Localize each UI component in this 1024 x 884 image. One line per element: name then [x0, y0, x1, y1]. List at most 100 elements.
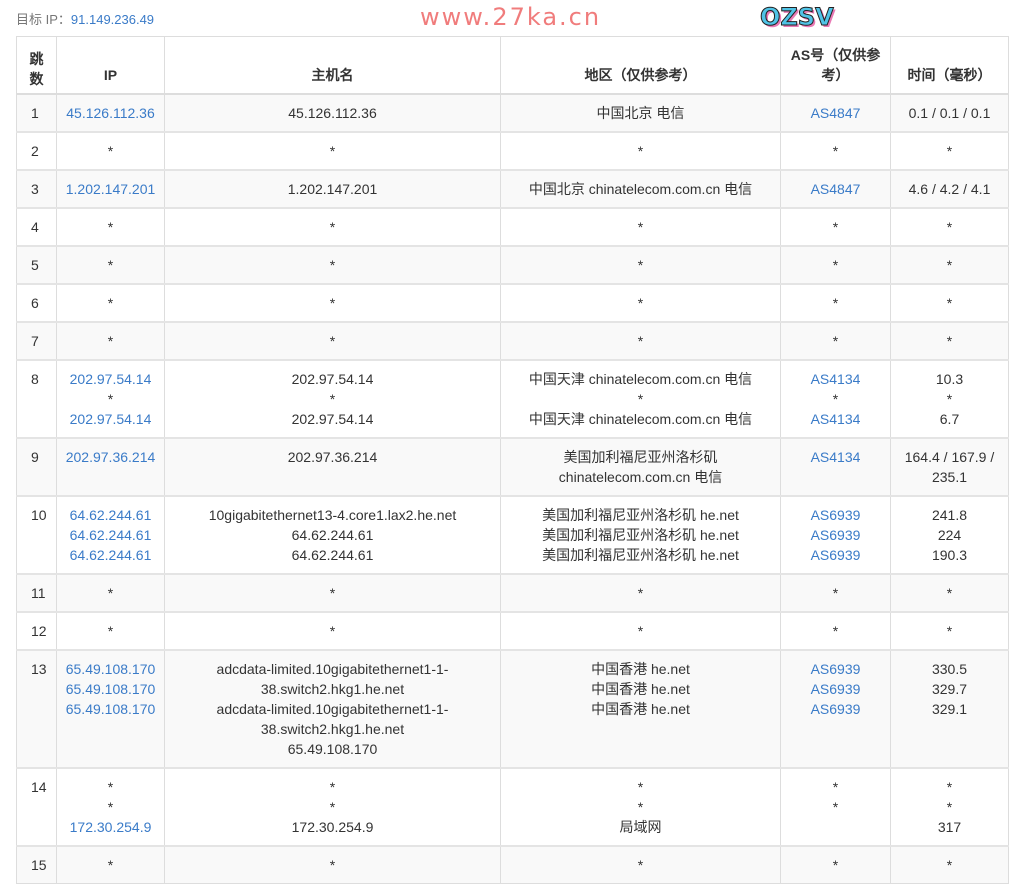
host-value: adcdata-limited.10gigabitethernet1-1-38.…	[216, 701, 449, 737]
as-link[interactable]: AS6939	[810, 681, 861, 697]
region-value: 中国北京 chinatelecom.com.cn 电信	[528, 181, 753, 197]
region-cell: *	[500, 573, 781, 613]
region-value: 美国加利福尼亚州洛杉矶 he.net	[542, 507, 739, 523]
hop-number: 9	[16, 437, 57, 497]
ip-link[interactable]: 65.49.108.170	[65, 661, 156, 677]
as-cell: AS6939 AS6939 AS6939	[780, 495, 891, 575]
as-value: *	[832, 623, 839, 639]
hop-number: 1	[16, 93, 57, 133]
region-value: 中国天津 chinatelecom.com.cn 电信	[528, 411, 753, 427]
ip-link[interactable]: 1.202.147.201	[65, 181, 156, 197]
as-link[interactable]: AS4847	[810, 181, 861, 197]
ip-link[interactable]: 64.62.244.61	[69, 527, 152, 543]
ip-link[interactable]: 202.97.36.214	[65, 449, 156, 465]
time-value: *	[946, 585, 953, 601]
as-link[interactable]: AS6939	[810, 527, 861, 543]
as-cell: AS4134	[780, 437, 891, 497]
ip-cell: *	[56, 131, 165, 171]
ip-link[interactable]: 65.49.108.170	[65, 701, 156, 717]
time-value: 330.5	[931, 661, 968, 677]
as-cell: *	[780, 573, 891, 613]
time-value: 190.3	[931, 547, 968, 563]
time-value: 329.1	[931, 701, 968, 717]
region-cell: 中国香港 he.net 中国香港 he.net 中国香港 he.net	[500, 649, 781, 769]
ip-link[interactable]: 45.126.112.36	[66, 105, 155, 121]
region-value: *	[637, 219, 644, 235]
as-link[interactable]: AS4134	[810, 371, 861, 387]
host-cell: *	[164, 611, 501, 651]
host-value: *	[329, 857, 336, 873]
ip-link[interactable]: 202.97.54.14	[69, 371, 152, 387]
time-value: *	[946, 333, 953, 349]
time-cell: *	[890, 131, 1009, 171]
hop-number: 2	[16, 131, 57, 171]
host-value: *	[329, 799, 336, 815]
host-value: 1.202.147.201	[287, 181, 378, 197]
table-row: 7 * * * * *	[16, 321, 1009, 361]
as-value: *	[832, 799, 839, 815]
hop-number: 7	[16, 321, 57, 361]
region-value: 美国加利福尼亚州洛杉矶 chinatelecom.com.cn 电信	[558, 449, 723, 485]
as-cell: AS6939 AS6939 AS6939	[780, 649, 891, 769]
time-cell: 241.8 224 190.3	[890, 495, 1009, 575]
ip-link[interactable]: 64.62.244.61	[69, 547, 152, 563]
host-cell: *	[164, 131, 501, 171]
as-value	[787, 817, 884, 837]
time-value: 241.8	[931, 507, 968, 523]
as-cell: *	[780, 611, 891, 651]
ip-link[interactable]: 202.97.54.14	[69, 411, 152, 427]
time-cell: 4.6 / 4.2 / 4.1	[890, 169, 1009, 209]
ip-link[interactable]: 65.49.108.170	[65, 681, 156, 697]
ip-value: *	[107, 799, 114, 815]
time-value: 10.3	[935, 371, 964, 387]
time-cell: *	[890, 245, 1009, 285]
table-row: 15 * * * * *	[16, 845, 1009, 884]
ip-cell: 202.97.36.214	[56, 437, 165, 497]
ip-cell: 45.126.112.36	[56, 93, 165, 133]
as-link[interactable]: AS6939	[810, 507, 861, 523]
ip-value: *	[107, 219, 114, 235]
target-ip-link[interactable]: 91.149.236.49	[70, 12, 155, 27]
time-cell: *	[890, 845, 1009, 884]
ip-cell: *	[56, 573, 165, 613]
host-value: *	[329, 391, 336, 407]
host-value: 45.126.112.36	[288, 105, 377, 121]
host-value: 202.97.36.214	[287, 449, 378, 465]
table-header: 跳数 IP 主机名 地区（仅供参考） AS号（仅供参考） 时间（毫秒）	[16, 36, 1009, 95]
host-cell: * * 172.30.254.9	[164, 767, 501, 847]
ip-link[interactable]: 172.30.254.9	[69, 819, 152, 835]
table-row: 10 64.62.244.61 64.62.244.61 64.62.244.61 10…	[16, 495, 1009, 575]
region-cell: *	[500, 845, 781, 884]
ip-link[interactable]: 64.62.244.61	[69, 507, 152, 523]
ip-cell: 65.49.108.170 65.49.108.170 65.49.108.170	[56, 649, 165, 769]
ip-value: *	[107, 585, 114, 601]
as-link[interactable]: AS4134	[810, 411, 861, 427]
as-link[interactable]: AS6939	[810, 661, 861, 677]
watermark-text: www.27ka.cn	[420, 3, 602, 31]
host-value: 65.49.108.170	[287, 741, 378, 757]
host-value: *	[329, 779, 336, 795]
time-value: *	[946, 623, 953, 639]
host-value: *	[329, 585, 336, 601]
table-row: 9 202.97.36.214 202.97.36.214 美国加利福尼亚州洛杉矶 c…	[16, 437, 1009, 497]
as-cell: *	[780, 283, 891, 323]
time-cell: *	[890, 573, 1009, 613]
ip-cell: *	[56, 845, 165, 884]
as-link[interactable]: AS6939	[810, 701, 861, 717]
traceroute-table: 跳数 IP 主机名 地区（仅供参考） AS号（仅供参考） 时间（毫秒） 1 45.…	[16, 36, 1009, 884]
host-cell: 202.97.36.214	[164, 437, 501, 497]
table-row: 11 * * * * *	[16, 573, 1009, 613]
region-cell: *	[500, 321, 781, 361]
ip-value: *	[107, 333, 114, 349]
ip-cell: *	[56, 207, 165, 247]
table-row: 13 65.49.108.170 65.49.108.170 65.49.108.17…	[16, 649, 1009, 769]
time-value: 0.1 / 0.1 / 0.1	[908, 105, 991, 121]
as-link[interactable]: AS4134	[810, 449, 861, 465]
region-cell: 中国天津 chinatelecom.com.cn 电信 * 中国天津 chinate…	[500, 359, 781, 439]
as-link[interactable]: AS4847	[810, 105, 861, 121]
hop-number: 11	[16, 573, 57, 613]
time-cell: *	[890, 611, 1009, 651]
as-cell: *	[780, 207, 891, 247]
hop-number: 14	[16, 767, 57, 847]
as-link[interactable]: AS6939	[810, 547, 861, 563]
